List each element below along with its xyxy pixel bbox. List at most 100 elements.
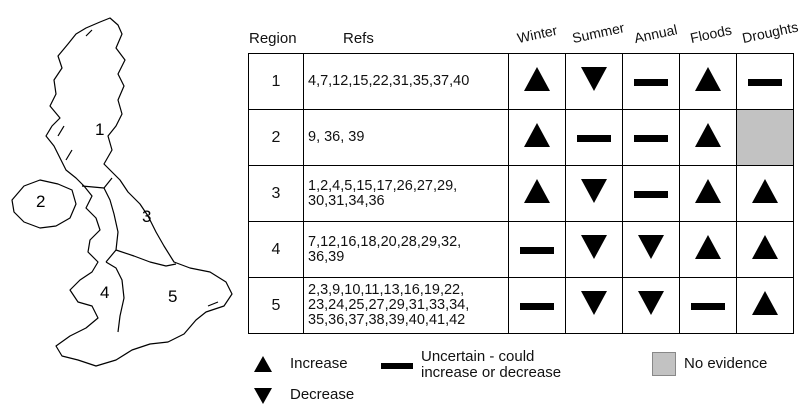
- uk-regions-map: 1 2 3 4 5: [11, 17, 233, 367]
- legend-no-evidence-swatch: [652, 352, 676, 376]
- refs-line: 2,3,9,10,11,13,16,19,22,: [308, 282, 465, 298]
- cell-summer: [565, 221, 623, 278]
- map-label-region-3: 3: [142, 207, 151, 226]
- region-cell: 5: [248, 277, 304, 334]
- legend-uncertain-icon: [381, 363, 413, 369]
- header-refs: Refs: [343, 30, 374, 47]
- increase-icon: [524, 179, 550, 203]
- boundary-region3-west: [103, 187, 119, 263]
- increase-icon: [752, 179, 778, 203]
- cell-annual: [622, 109, 680, 166]
- northern-ireland-outline: [11, 179, 77, 229]
- cell-annual: [622, 277, 680, 334]
- increase-icon: [695, 123, 721, 147]
- increase-icon: [695, 67, 721, 91]
- legend-decrease-label: Decrease: [290, 386, 355, 403]
- table-row: 2 9, 36, 39: [248, 109, 794, 166]
- legend-uncertain-line2: increase or decrease: [421, 364, 562, 381]
- decrease-icon: [581, 291, 607, 315]
- cell-summer: [565, 53, 623, 110]
- refs-cell: 1,2,4,5,15,17,26,27,29, 30,31,34,36: [303, 165, 509, 222]
- map-label-region-5: 5: [168, 287, 177, 306]
- decrease-icon: [638, 235, 664, 259]
- cell-droughts: [736, 221, 794, 278]
- cell-floods: [679, 53, 737, 110]
- refs-line: 30,31,34,36: [308, 192, 385, 209]
- legend-uncertain-line1: Uncertain - could: [421, 348, 535, 365]
- cell-droughts: [736, 53, 794, 110]
- cell-floods: [679, 221, 737, 278]
- legend-increase-icon: [254, 356, 272, 372]
- refs-cell: 9, 36, 39: [303, 109, 509, 166]
- cell-summer: [565, 277, 623, 334]
- cell-annual: [622, 165, 680, 222]
- cell-annual: [622, 53, 680, 110]
- boundary-region4-east: [105, 261, 125, 333]
- refs-cell: 2,3,9,10,11,13,16,19,22, 23,24,25,27,29,3…: [303, 277, 509, 334]
- table-row: 4 7,12,16,18,20,28,29,32, 36,39: [248, 221, 794, 278]
- increase-icon: [752, 291, 778, 315]
- refs-line: 35,36,37,38,39,40,41,42: [308, 312, 466, 328]
- refs-line: 7,12,16,18,20,28,29,32,: [308, 233, 462, 250]
- refs-line: 9, 36, 39: [308, 129, 365, 145]
- legend-increase-label: Increase: [290, 355, 348, 372]
- increase-icon: [524, 123, 550, 147]
- cell-winter: [508, 277, 566, 334]
- cell-winter: [508, 53, 566, 110]
- uncertain-icon: [634, 78, 668, 86]
- increase-icon: [524, 67, 550, 91]
- uncertain-icon: [748, 78, 782, 86]
- boundary-region3-south: [115, 249, 177, 267]
- decrease-icon: [581, 67, 607, 91]
- region-cell: 1: [248, 53, 304, 110]
- header-droughts: Droughts: [740, 18, 800, 46]
- cell-floods: [679, 277, 737, 334]
- region-cell: 4: [248, 221, 304, 278]
- refs-cell: 4,7,12,15,22,31,35,37,40: [303, 53, 509, 110]
- refs-cell: 7,12,16,18,20,28,29,32, 36,39: [303, 221, 509, 278]
- increase-icon: [695, 235, 721, 259]
- uncertain-icon: [634, 190, 668, 198]
- refs-line: 36,39: [308, 248, 345, 265]
- cell-winter: [508, 109, 566, 166]
- uncertain-icon: [520, 302, 554, 310]
- projections-table: 1 4,7,12,15,22,31,35,37,40 2 9, 36, 39 3 1,2,…: [248, 53, 794, 334]
- increase-icon: [752, 235, 778, 259]
- boundary-scotland-england: [81, 177, 113, 189]
- cell-annual: [622, 221, 680, 278]
- table-row: 3 1,2,4,5,15,17,26,27,29, 30,31,34,36: [248, 165, 794, 222]
- decrease-icon: [581, 179, 607, 203]
- refs-line: 1,2,4,5,15,17,26,27,29,: [308, 177, 458, 194]
- uncertain-icon: [691, 302, 725, 310]
- refs-line: 4,7,12,15,22,31,35,37,40: [308, 73, 470, 89]
- great-britain-outline: [45, 17, 233, 367]
- decrease-icon: [581, 235, 607, 259]
- table-row: 1 4,7,12,15,22,31,35,37,40: [248, 53, 794, 110]
- uncertain-icon: [577, 134, 611, 142]
- cell-droughts: [736, 277, 794, 334]
- legend-no-evidence-label: No evidence: [684, 355, 768, 372]
- cell-droughts: [736, 165, 794, 222]
- cell-droughts-no-evidence: [736, 109, 794, 166]
- header-winter: Winter: [515, 21, 559, 46]
- uncertain-icon: [520, 246, 554, 254]
- header-summer: Summer: [570, 19, 626, 46]
- cell-winter: [508, 165, 566, 222]
- region-cell: 3: [248, 165, 304, 222]
- map-label-region-2: 2: [36, 192, 45, 211]
- table-row: 5 2,3,9,10,11,13,16,19,22, 23,24,25,27,29,…: [248, 277, 794, 334]
- cell-floods: [679, 165, 737, 222]
- legend-decrease-icon: [254, 388, 272, 404]
- cell-floods: [679, 109, 737, 166]
- header-annual: Annual: [632, 21, 679, 46]
- uncertain-icon: [634, 134, 668, 142]
- header-region: Region: [249, 30, 297, 47]
- region-cell: 2: [248, 109, 304, 166]
- map-label-region-4: 4: [100, 283, 109, 302]
- cell-summer: [565, 165, 623, 222]
- header-floods: Floods: [688, 21, 734, 46]
- cell-winter: [508, 221, 566, 278]
- cell-summer: [565, 109, 623, 166]
- islands-hint: [57, 29, 219, 307]
- legend-uncertain-label: Uncertain - could increase or decrease: [421, 349, 561, 381]
